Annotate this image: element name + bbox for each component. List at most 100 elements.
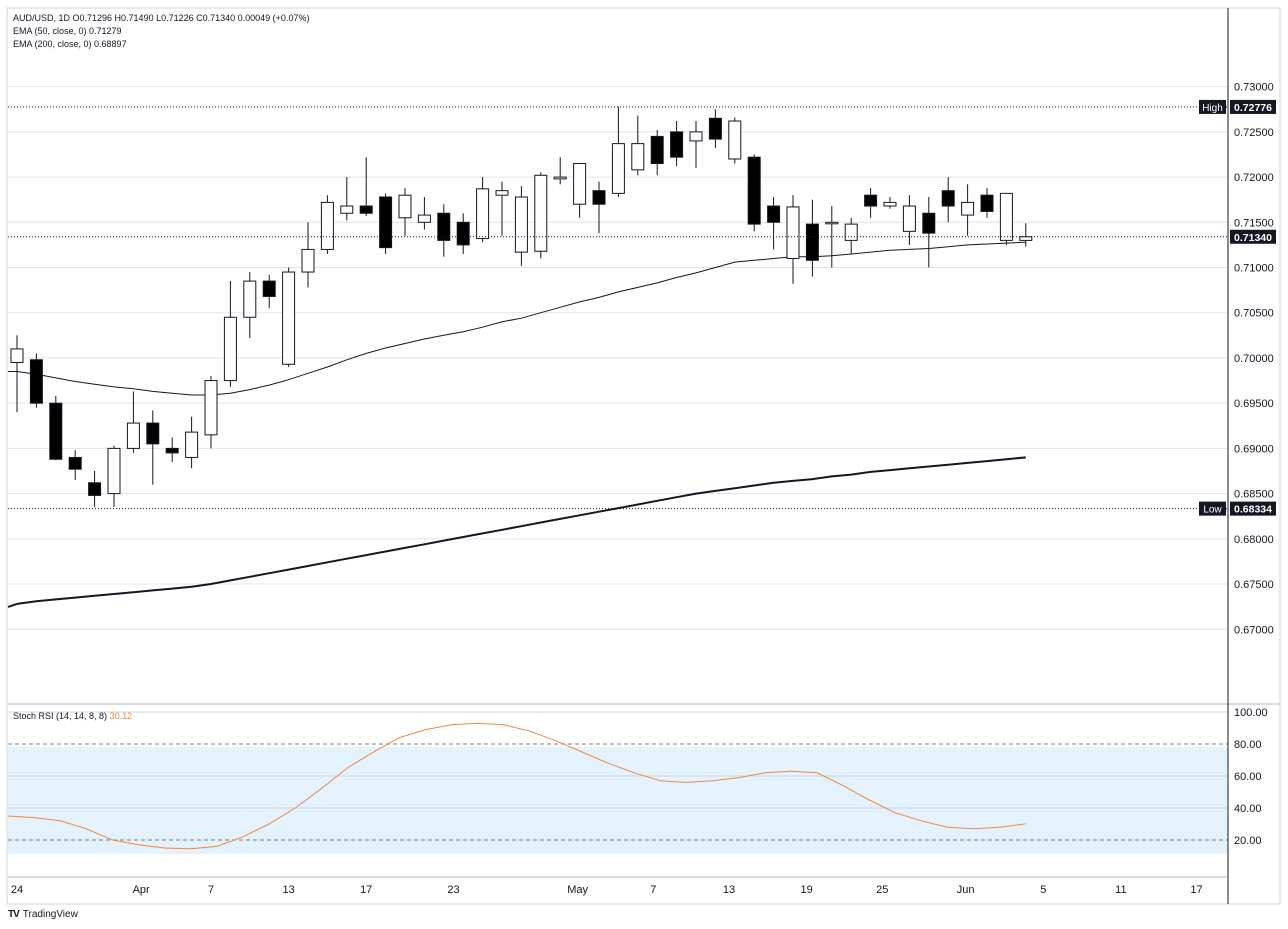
candle-body-down <box>592 190 606 205</box>
stoch-axis[interactable]: 100.00 80.00 60.00 40.00 20.00 <box>1234 707 1268 847</box>
time-axis[interactable]: 24 Apr 7 13 17 23 May 7 13 19 25 Jun 5 11 17 <box>11 884 1203 896</box>
candle[interactable] <box>49 395 63 461</box>
candle[interactable] <box>534 172 548 259</box>
symbol-legend[interactable]: AUD/USD, 1D O0.71296 H0.71490 L0.71226 C… <box>13 12 309 51</box>
candle[interactable] <box>456 213 470 254</box>
candle[interactable] <box>204 376 218 449</box>
candle[interactable] <box>165 437 179 462</box>
candle[interactable] <box>68 450 82 481</box>
candle-body-up <box>1019 236 1033 241</box>
candle[interactable] <box>243 272 257 339</box>
ema50-path <box>16 241 1026 396</box>
candle[interactable] <box>223 281 237 387</box>
candle[interactable] <box>553 157 567 185</box>
candle[interactable] <box>611 106 625 197</box>
candle-body-down <box>456 221 470 246</box>
price-tick-label: 0.71000 <box>1234 263 1274 275</box>
candle-body-down <box>980 194 994 212</box>
candle[interactable] <box>767 196 781 250</box>
ema50-legend[interactable]: EMA (50, close, 0) 0.71279 <box>13 26 122 36</box>
candle[interactable] <box>417 196 431 230</box>
candles[interactable] <box>10 106 1033 508</box>
candle[interactable] <box>126 391 140 453</box>
candle-body-up <box>282 271 296 365</box>
candle[interactable] <box>902 195 916 245</box>
candle-body-up <box>786 206 800 259</box>
candle[interactable] <box>786 195 800 284</box>
candle-body-up <box>514 196 528 253</box>
time-tick-label: 19 <box>800 884 812 896</box>
candle[interactable] <box>999 192 1013 245</box>
candle[interactable] <box>805 199 819 277</box>
candle-body-down <box>941 190 955 207</box>
candle[interactable] <box>29 353 43 408</box>
stoch-legend[interactable]: Stoch RSI (14, 14, 8, 8) 30.12 <box>13 710 132 723</box>
candle[interactable] <box>88 471 102 508</box>
candle[interactable] <box>359 157 373 216</box>
candle[interactable] <box>301 222 315 288</box>
candle-body-down <box>165 447 179 454</box>
candle[interactable] <box>320 195 334 254</box>
low-marker-tag <box>1199 501 1226 516</box>
candle[interactable] <box>495 181 509 236</box>
time-tick-label: 7 <box>650 884 656 896</box>
candle[interactable] <box>922 196 936 268</box>
candle-body-up <box>999 192 1013 241</box>
candle-body-up <box>417 214 431 223</box>
candle[interactable] <box>573 163 587 218</box>
tradingview-logo[interactable]: TV TradingView <box>8 909 78 920</box>
time-tick-label: 17 <box>360 884 372 896</box>
candle-body-up <box>243 280 257 318</box>
candle[interactable] <box>262 274 276 309</box>
candle[interactable] <box>282 267 296 367</box>
candle[interactable] <box>10 335 24 413</box>
candle[interactable] <box>825 206 839 268</box>
candle[interactable] <box>514 186 528 266</box>
price-axis[interactable]: 0.73000 0.72500 0.72000 0.71500 0.71000 0.705… <box>1234 82 1274 637</box>
candle[interactable] <box>146 410 160 485</box>
candle[interactable] <box>185 416 199 469</box>
price-tick-label: 0.69000 <box>1234 443 1274 455</box>
candle-body-down <box>146 422 160 445</box>
time-tick-label: 11 <box>1115 884 1126 896</box>
candle[interactable] <box>437 204 451 257</box>
candle[interactable] <box>728 117 742 164</box>
candle[interactable] <box>883 196 897 209</box>
ema200-segment <box>7 602 18 608</box>
candle-body-down <box>49 402 63 460</box>
candle[interactable] <box>941 177 955 223</box>
candle[interactable] <box>670 121 684 167</box>
candle[interactable] <box>980 187 994 218</box>
candle[interactable] <box>747 154 761 232</box>
candle-body-up <box>107 447 121 495</box>
candle-body-up <box>398 194 412 219</box>
price-tick-label: 0.70500 <box>1234 308 1274 320</box>
time-tick-label: 7 <box>208 884 214 896</box>
stoch-tick-label: 60.00 <box>1234 771 1262 783</box>
candle-body-down <box>805 223 819 261</box>
candle[interactable] <box>650 130 664 176</box>
price-tick-label: 0.71500 <box>1234 217 1274 229</box>
candle-body-down <box>922 212 936 234</box>
low-marker-tag-label: Low <box>1203 505 1222 516</box>
candle[interactable] <box>398 187 412 236</box>
time-tick-label: 13 <box>723 884 735 896</box>
candle[interactable] <box>107 445 121 508</box>
candle[interactable] <box>592 181 606 234</box>
candle-body-up <box>340 205 354 214</box>
stoch-band <box>8 747 1228 854</box>
candle[interactable] <box>689 121 703 169</box>
candle-body-up <box>476 188 490 240</box>
candle[interactable] <box>340 177 354 221</box>
candle[interactable] <box>961 184 975 236</box>
candle[interactable] <box>864 187 878 218</box>
candle[interactable] <box>476 177 490 243</box>
ema200-legend[interactable]: EMA (200, close, 0) 0.68897 <box>13 39 127 49</box>
candle[interactable] <box>631 115 645 176</box>
candle[interactable] <box>379 193 393 254</box>
stoch-rsi-line <box>7 722 1026 850</box>
candle-body-down <box>708 117 722 140</box>
candle[interactable] <box>708 109 722 149</box>
ohlc-line[interactable]: AUD/USD, 1D O0.71296 H0.71490 L0.71226 C… <box>13 13 310 23</box>
stoch-label: Stoch RSI (14, 14, 8, 8) <box>13 711 108 721</box>
